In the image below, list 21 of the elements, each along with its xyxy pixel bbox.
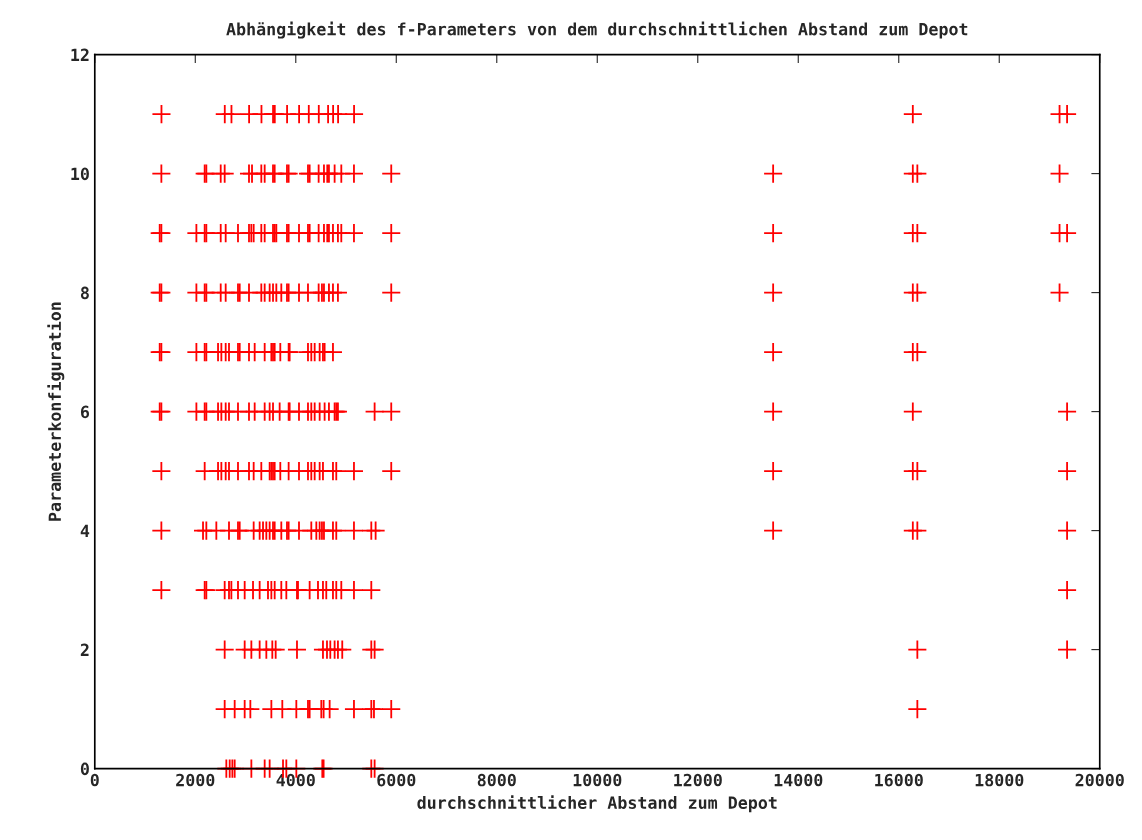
y-tick-label: 4	[80, 524, 90, 537]
y-tick-label: 8	[80, 286, 89, 300]
x-tick-label: 2000	[176, 773, 215, 787]
y-axis-title: Parameterkonfiguration	[47, 302, 65, 521]
x-tick-label: 12000	[674, 773, 722, 787]
x-tick-label: 8000	[477, 773, 516, 787]
x-tick-label: 10000	[573, 773, 622, 787]
x-tick-label: 18000	[975, 773, 1024, 787]
y-tick-label: 12	[71, 48, 89, 61]
y-tick-label: 6	[80, 405, 90, 419]
x-tick-label: 0	[90, 773, 99, 787]
x-tick-label: 4000	[276, 773, 315, 787]
y-tick-label: 0	[80, 762, 89, 776]
x-tick-label: 6000	[377, 773, 416, 787]
x-tick-label: 14000	[774, 773, 823, 787]
chart-title: Abhängigkeit des f-Parameters von dem durchschnittlichen Abstand zum Depot	[226, 21, 968, 39]
y-tick-label: 2	[80, 643, 89, 656]
x-tick-label: 16000	[875, 773, 923, 787]
y-tick-label: 10	[71, 167, 89, 181]
x-tick-label: 20000	[1075, 773, 1124, 787]
x-axis-title: durchschnittlicher Abstand zum Depot	[417, 795, 777, 813]
